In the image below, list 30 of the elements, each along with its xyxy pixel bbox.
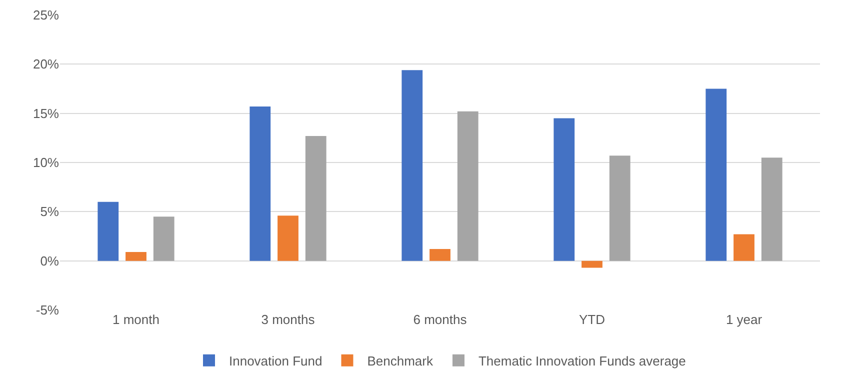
y-tick-label: 15% [32,106,60,121]
bar [250,106,271,261]
bar [706,88,727,261]
bar [98,202,119,261]
legend-label: Innovation Fund [229,353,322,368]
bar [402,70,423,261]
bar [609,156,630,261]
y-tick-label: 20% [32,56,60,72]
bar [761,158,782,261]
y-tick-label: 5% [40,204,60,220]
bar [734,234,754,261]
bar [582,260,602,268]
y-tick-label: 25% [32,8,60,23]
x-tick-label: 6 months [413,312,468,327]
y-tick-label: 10% [32,155,60,170]
y-tick-label: 0% [40,253,60,268]
legend-label: Benchmark [367,353,434,368]
legend-label: Thematic Innovation Funds average [478,353,686,368]
bar [305,136,326,261]
bar [457,111,478,261]
bar [554,118,575,261]
bar [153,216,174,261]
x-tick-label: YTD [579,312,605,327]
x-tick-label: 1 month [112,312,160,327]
x-tick-label: 3 months [261,312,316,327]
bar [430,249,450,261]
y-tick-label: -5% [36,302,60,318]
bar [278,216,298,261]
bar [126,252,146,261]
x-tick-label: 1 year [726,312,763,327]
